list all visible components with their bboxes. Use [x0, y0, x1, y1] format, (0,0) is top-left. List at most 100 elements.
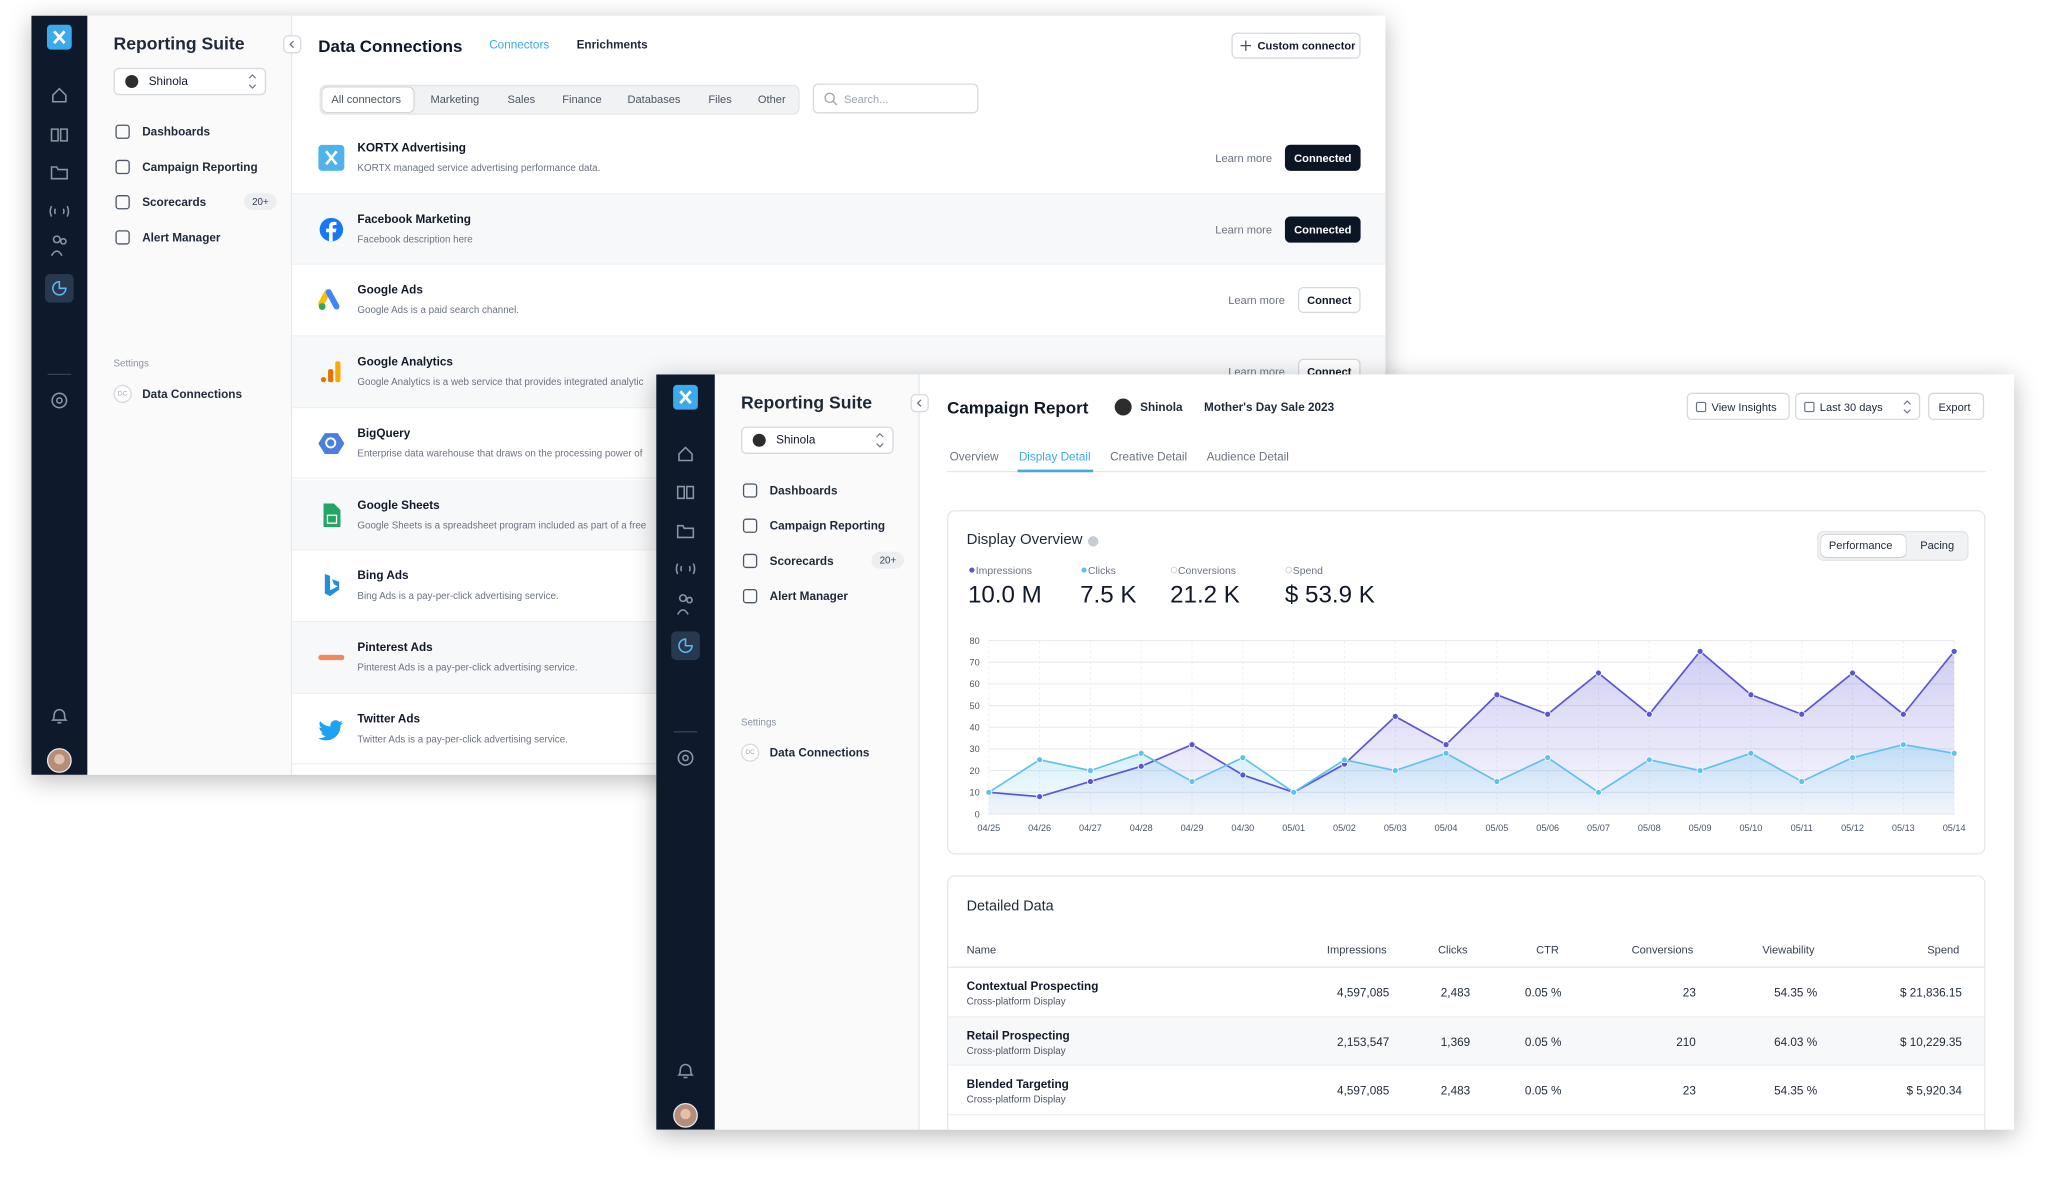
column-header[interactable]: Spend [1927, 943, 1960, 957]
nav-item-icon [742, 518, 758, 533]
nav-label[interactable]: Campaign Reporting [769, 519, 886, 533]
header-button[interactable]: Last 30 days [1794, 392, 1921, 421]
column-header[interactable]: CTR [1536, 943, 1559, 957]
icon [318, 303, 326, 311]
card-title: Display Overview [966, 532, 1083, 548]
toggle-option[interactable]: Performance [1828, 538, 1893, 552]
x-tick-label: 04/30 [1231, 823, 1254, 833]
column-header[interactable]: Viewability [1762, 943, 1815, 957]
nav-item[interactable]: Dashboards [731, 477, 904, 503]
account-select[interactable]: Shinola [740, 426, 894, 454]
nav-item-icon [115, 124, 130, 139]
connector-actions: Learn more Connected [1215, 216, 1361, 243]
table-cell: 0.05 % [1524, 1084, 1562, 1098]
nav-item[interactable]: Campaign Reporting [731, 513, 904, 539]
account-select[interactable]: Shinola [113, 67, 267, 96]
x-tick-label: 05/06 [1536, 823, 1559, 833]
report-tab[interactable]: Overview [949, 450, 999, 464]
nav-item[interactable]: Scorecards 20+ [731, 548, 905, 574]
user-avatar-face [680, 1108, 691, 1120]
column-header[interactable]: Impressions [1326, 943, 1387, 957]
learn-more-link[interactable]: Learn more [1215, 222, 1272, 236]
data-point [1899, 741, 1907, 749]
filter-tab[interactable]: Marketing [430, 92, 480, 106]
nav-label[interactable]: Scorecards [142, 195, 207, 209]
report-tab[interactable]: Audience Detail [1206, 450, 1289, 464]
connector-icon [318, 654, 345, 660]
connect-button[interactable]: Connected [1285, 144, 1361, 171]
connector-description: Facebook description here [357, 233, 473, 245]
nav-item[interactable]: Alert Manager [731, 583, 904, 609]
column-header[interactable]: Clicks [1437, 943, 1468, 957]
settings-heading: Settings [113, 357, 149, 370]
data-point [1798, 710, 1806, 718]
filter-tab[interactable]: Sales [507, 92, 536, 106]
nav-label[interactable]: Alert Manager [769, 589, 848, 603]
connector-name: KORTX Advertising [357, 140, 466, 154]
nav-item[interactable]: Campaign Reporting [103, 154, 276, 180]
nav-label[interactable]: Alert Manager [142, 230, 221, 244]
settings-icon-core [682, 754, 689, 762]
nav-label[interactable]: Dashboards [142, 125, 211, 139]
nav-item[interactable]: Alert Manager [103, 224, 276, 250]
data-point [1595, 669, 1602, 677]
learn-more-link[interactable]: Learn more [1228, 294, 1285, 308]
nav-label[interactable]: Campaign Reporting [142, 160, 258, 174]
kpi-dot [1081, 567, 1087, 573]
settings-item[interactable]: DC Data Connections [731, 740, 904, 766]
filter-tab[interactable]: All connectors [331, 92, 401, 106]
bell-icon [677, 1063, 694, 1079]
filter-tab[interactable]: Files [708, 92, 732, 106]
data-point [1341, 756, 1348, 764]
column-header[interactable]: Conversions [1631, 943, 1694, 957]
collapse-button[interactable] [910, 393, 929, 413]
connector-row: Google Ads Google Ads is a paid search ch… [292, 265, 1386, 337]
filter-tab[interactable]: Databases [627, 92, 681, 106]
custom-connector-button[interactable]: Custom connector [1231, 32, 1361, 59]
data-point [1849, 669, 1856, 677]
report-tab[interactable]: Display Detail [1018, 450, 1091, 464]
header-button[interactable]: Export [1928, 392, 1985, 421]
connect-button[interactable]: Connect [1297, 287, 1361, 314]
x-tick-label: 05/03 [1384, 823, 1407, 833]
dot [1081, 567, 1087, 573]
filter-tab[interactable]: Other [757, 92, 786, 106]
settings-item[interactable]: DC Data Connections [103, 381, 276, 407]
filter-tab[interactable]: Finance [562, 92, 602, 106]
app-name: Reporting Suite [113, 33, 245, 54]
brand-name: Shinola [1140, 400, 1183, 414]
plus [1240, 40, 1252, 51]
top-tab[interactable]: Connectors [489, 37, 550, 51]
learn-more-link[interactable]: Learn more [1215, 151, 1272, 165]
nav-label[interactable]: Scorecards [769, 554, 834, 568]
data-point [985, 788, 993, 796]
top-tab[interactable]: Enrichments [576, 37, 648, 51]
nav-item[interactable]: Scorecards 20+ [103, 189, 277, 215]
report-tab[interactable]: Creative Detail [1110, 450, 1188, 464]
header-button[interactable]: View Insights [1686, 392, 1790, 421]
settings-item-label[interactable]: Data Connections [769, 746, 870, 760]
table-row: Retail Prospecting Cross-platform Display… [948, 1016, 1985, 1066]
chevron [289, 40, 294, 49]
nav-item[interactable]: Dashboards [103, 119, 276, 145]
table-cell: 1,369 [1440, 1035, 1471, 1049]
icon [325, 437, 337, 449]
account-avatar [125, 75, 139, 89]
settings-item-label[interactable]: Data Connections [142, 387, 243, 401]
toggle-option[interactable]: Pacing [1920, 538, 1955, 552]
data-point [1137, 749, 1145, 757]
data-point [1849, 754, 1856, 762]
column-header[interactable]: Name [966, 943, 997, 957]
table-cell: 64.03 % [1774, 1035, 1818, 1049]
connect-button[interactable]: Connected [1285, 216, 1361, 243]
button-icon [1804, 401, 1815, 413]
search-input[interactable]: Search... [812, 83, 979, 114]
connector-description: KORTX managed service advertising perfor… [357, 161, 601, 174]
data-point [1595, 788, 1602, 796]
collapse-button[interactable] [283, 35, 302, 54]
connector-icon [323, 502, 341, 527]
table-cell: 2,483 [1440, 986, 1471, 1000]
row-subtitle: Cross-platform Display [966, 995, 1066, 1008]
nav-label[interactable]: Dashboards [769, 483, 838, 498]
lens [824, 92, 835, 104]
